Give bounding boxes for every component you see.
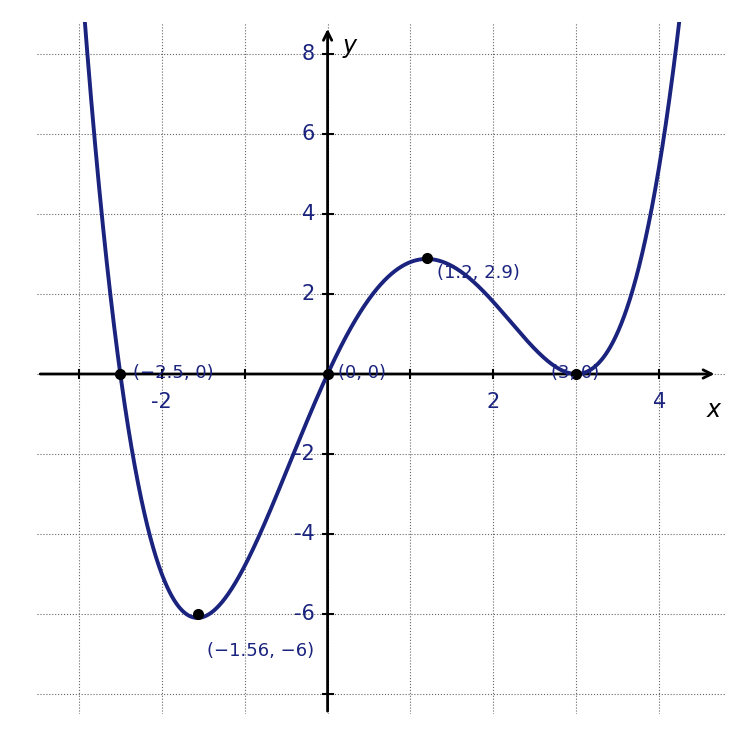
Text: 2: 2	[302, 284, 315, 304]
Text: (3, 0): (3, 0)	[551, 364, 600, 382]
Text: -2: -2	[151, 392, 172, 412]
Text: (1.2, 2.9): (1.2, 2.9)	[437, 264, 520, 282]
Text: (−1.56, −6): (−1.56, −6)	[206, 642, 313, 660]
Text: 6: 6	[301, 124, 315, 144]
Text: 8: 8	[302, 44, 315, 64]
Text: (0, 0): (0, 0)	[337, 364, 385, 382]
Text: y: y	[343, 34, 357, 58]
Text: 4: 4	[302, 204, 315, 224]
Text: -4: -4	[295, 524, 315, 544]
Text: (−2.5, 0): (−2.5, 0)	[132, 364, 213, 382]
Text: -6: -6	[294, 604, 315, 624]
Text: x: x	[706, 398, 720, 422]
Text: 4: 4	[652, 392, 666, 412]
Text: -2: -2	[295, 444, 315, 464]
Text: 2: 2	[487, 392, 500, 412]
